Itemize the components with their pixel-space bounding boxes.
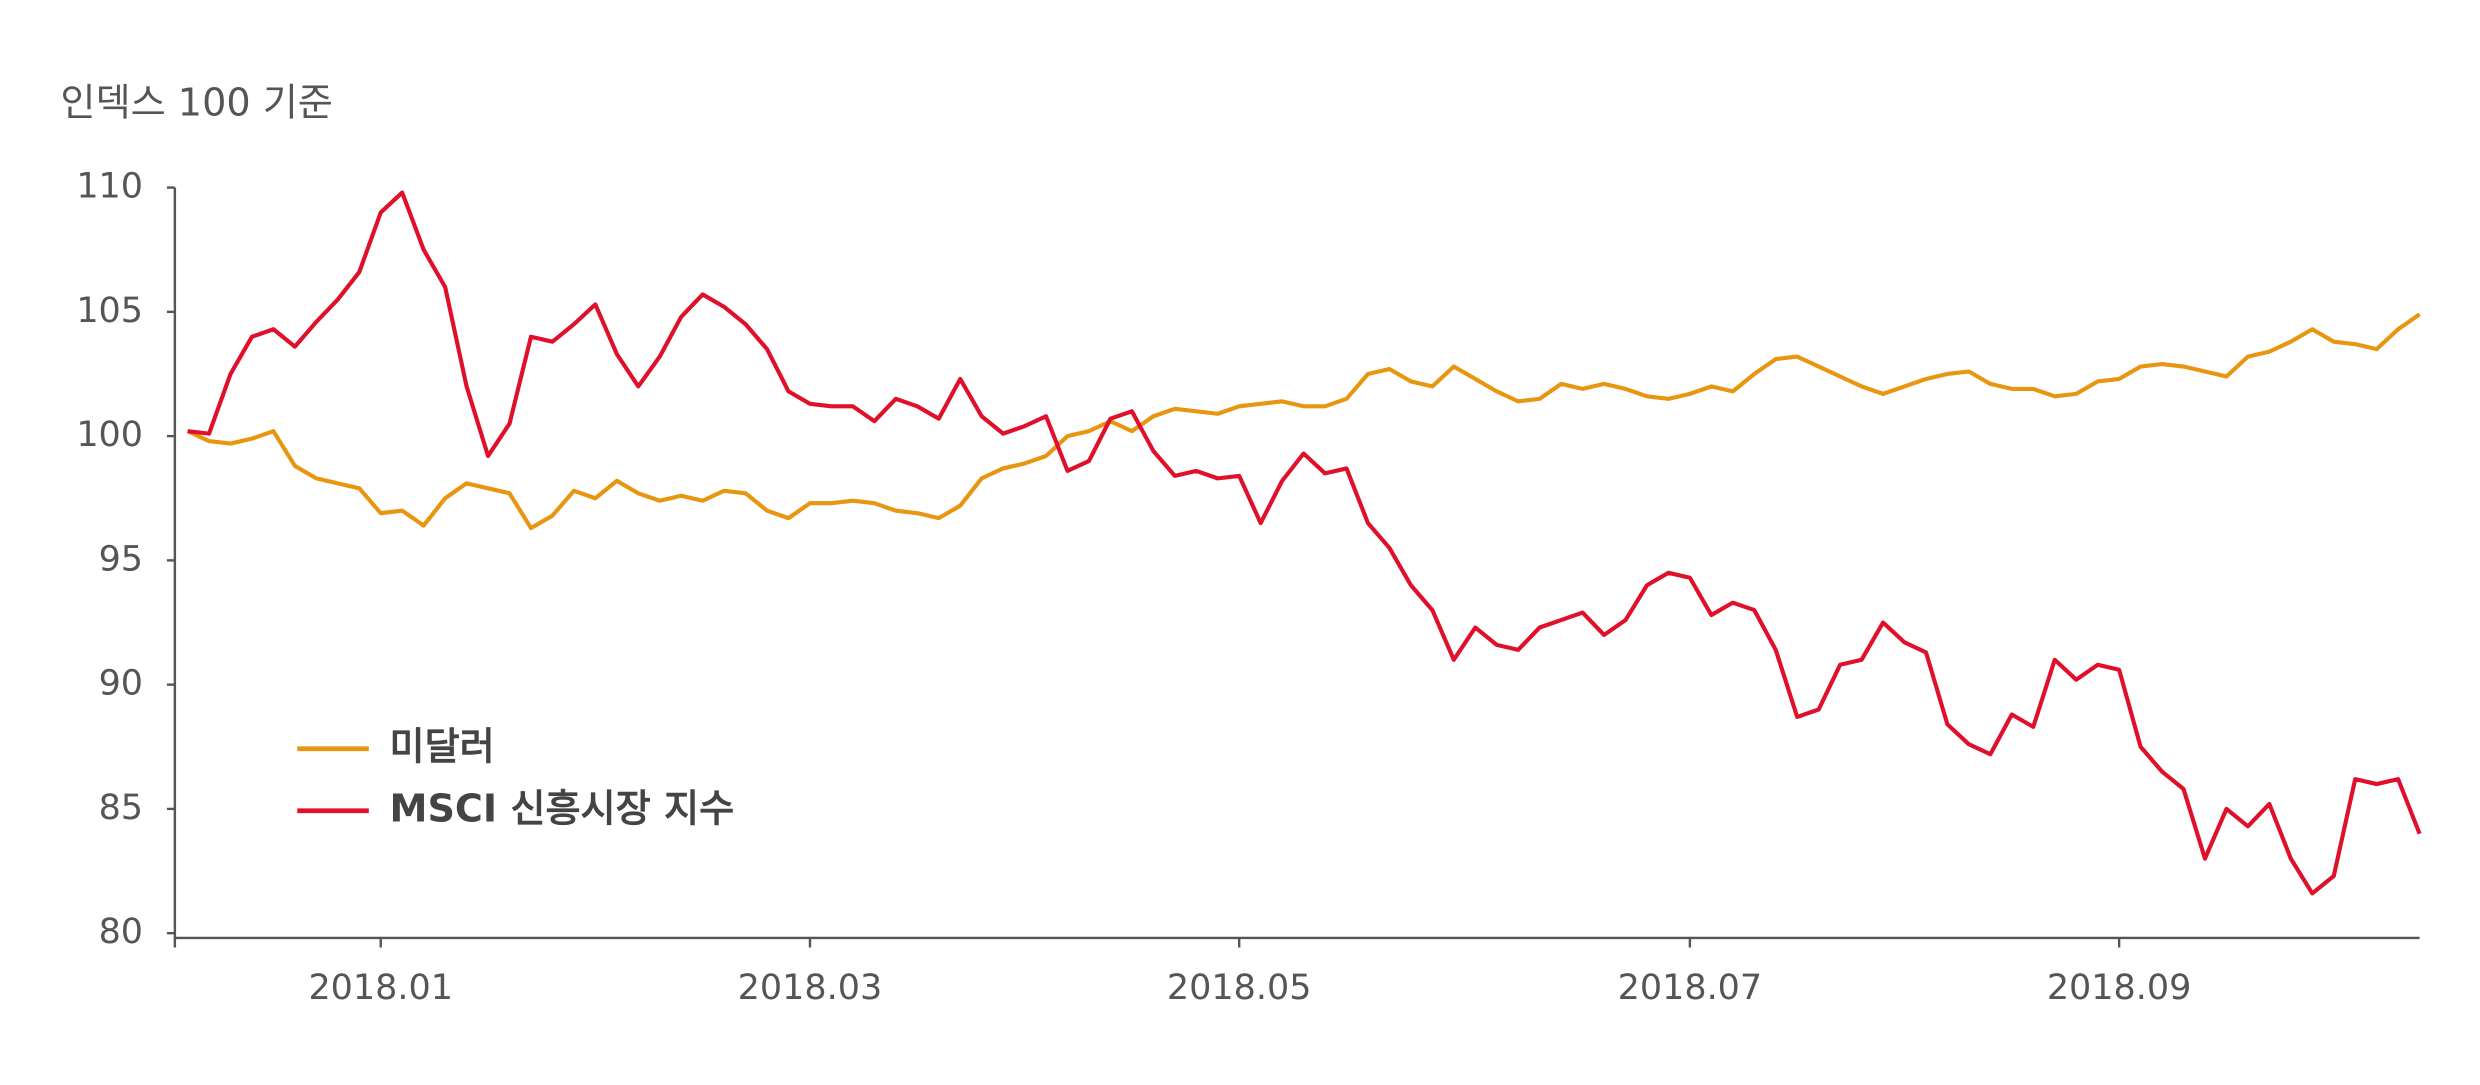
legend-label: 미달러: [389, 724, 494, 768]
y-tick-label: 100: [76, 415, 143, 455]
y-tick-label: 85: [99, 788, 144, 828]
y-tick-label: 90: [99, 664, 144, 704]
y-tick-label: 95: [99, 539, 144, 579]
legend-label: MSCI 신흥시장 지수: [389, 786, 734, 830]
y-axis-label: 인덱스 100 기준: [60, 80, 333, 124]
x-tick-label: 2018.07: [1618, 968, 1763, 1008]
y-tick-label: 80: [99, 912, 144, 952]
series-line: [186, 312, 2421, 531]
series-line: [187, 190, 2422, 896]
x-tick-label: 2018.05: [1167, 968, 1312, 1008]
x-tick-label: 2018.01: [308, 968, 453, 1008]
y-tick-label: 105: [76, 291, 143, 331]
y-tick-label: 110: [76, 167, 143, 207]
x-tick-label: 2018.03: [738, 968, 883, 1008]
x-tick-label: 2018.09: [2047, 968, 2192, 1008]
